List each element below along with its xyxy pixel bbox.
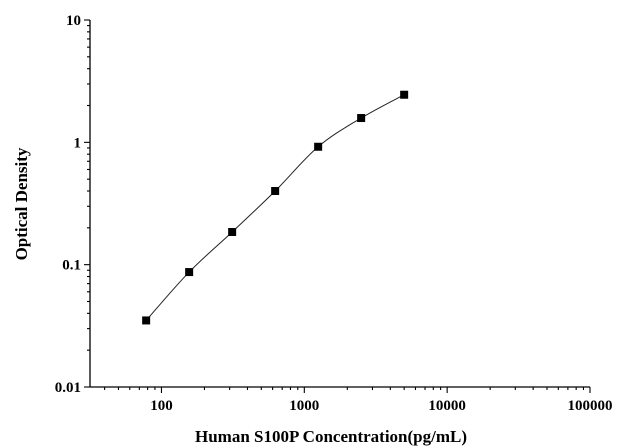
data-point bbox=[400, 90, 409, 99]
y-tick-label: 0.1 bbox=[62, 258, 81, 274]
y-tick-label: 10 bbox=[66, 13, 81, 29]
data-point bbox=[228, 227, 237, 236]
x-tick-label: 10000 bbox=[428, 398, 466, 414]
axes bbox=[89, 20, 590, 388]
x-axis-title: Human S100P Concentration(pg/mL) bbox=[195, 427, 467, 446]
ticks: 0.01 0.1 1 10 100 1000 10000 100000 bbox=[55, 13, 613, 414]
data-point bbox=[271, 187, 280, 196]
x-tick-label: 100 bbox=[150, 398, 173, 414]
fitted-curve bbox=[145, 94, 405, 321]
data-point bbox=[142, 316, 151, 325]
y-axis-title: Optical Density bbox=[12, 147, 31, 260]
data-point bbox=[185, 268, 194, 277]
data-points bbox=[142, 90, 409, 325]
x-tick-label: 1000 bbox=[289, 398, 319, 414]
data-point bbox=[314, 142, 323, 151]
x-tick-label: 100000 bbox=[568, 398, 613, 414]
fitted-curve-line bbox=[145, 94, 405, 321]
y-tick-label: 1 bbox=[74, 135, 82, 151]
data-point bbox=[357, 114, 366, 123]
y-tick-label: 0.01 bbox=[55, 380, 81, 396]
